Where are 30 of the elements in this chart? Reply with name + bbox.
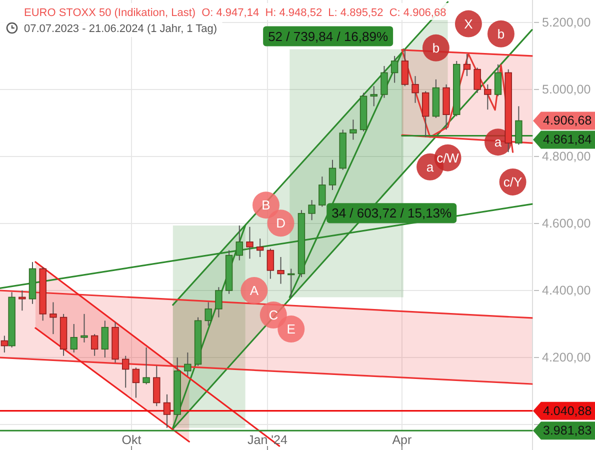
data-label: A xyxy=(250,283,259,298)
data-label: E xyxy=(286,322,296,337)
data-label: B xyxy=(262,198,270,213)
y-tick-label: 4.400,00 xyxy=(542,284,591,298)
text: 07.07.2023 - 21.06.2024 (1 Jahr, 1 Tag) xyxy=(24,23,218,35)
data-label: a xyxy=(426,159,434,174)
annotation: O: 4.947,14 H: 4.948,52 L: 4.895,52 C: 4.906,68 xyxy=(202,7,446,19)
y-tick-label: 5.000,00 xyxy=(542,82,591,96)
annotation: 34 / 603,72 / 15,13% xyxy=(332,206,452,221)
data-label: a xyxy=(494,134,502,150)
data-label: b xyxy=(432,40,440,56)
data-label: C xyxy=(268,307,278,322)
y-tick-label: 4.200,00 xyxy=(542,350,591,365)
text: EURO STOXX 50 (Indikation, Last) xyxy=(24,7,196,19)
data-label: X xyxy=(464,16,474,32)
data-label: 3.981,83 xyxy=(543,424,592,438)
data-label: b xyxy=(497,26,505,42)
data-label: 4.861,84 xyxy=(543,132,592,147)
y-tick-label: 5.200,00 xyxy=(542,15,591,30)
data-label: D xyxy=(276,216,286,231)
annotation: 52 / 739,84 / 16,89% xyxy=(268,28,388,44)
data-label: c/W xyxy=(436,150,460,166)
data-label: 4.040,88 xyxy=(543,404,592,418)
x-tick-label: Okt xyxy=(122,433,142,447)
y-tick-label: 4.800,00 xyxy=(542,149,591,164)
text: 4.906,68 xyxy=(543,114,592,128)
y-tick-label: 4.600,00 xyxy=(542,216,591,230)
x-tick-label: Apr xyxy=(392,433,412,447)
data-label: c/Y xyxy=(503,174,522,190)
x-tick-label: Jan '24 xyxy=(248,433,288,447)
